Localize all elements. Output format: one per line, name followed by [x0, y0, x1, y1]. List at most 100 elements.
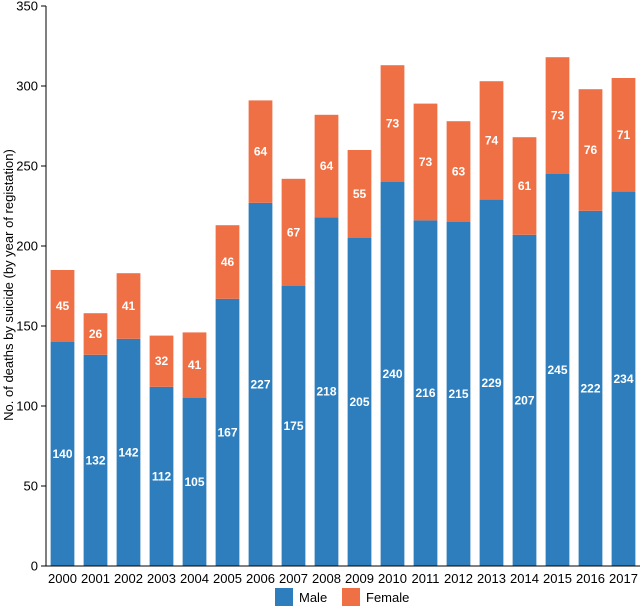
- bar-female-2003: [149, 335, 174, 387]
- bar-female-2006: [248, 100, 273, 203]
- bar-male-2008: [314, 217, 339, 566]
- bar-female-2014: [512, 137, 537, 235]
- x-tick-label: 2001: [81, 571, 110, 586]
- data-label-male-2004: 105: [184, 475, 204, 489]
- data-label-female-2005: 46: [221, 255, 235, 269]
- data-label-female-2012: 63: [452, 165, 466, 179]
- x-tick-label: 2012: [444, 571, 473, 586]
- bar-male-2012: [446, 222, 471, 566]
- data-label-female-2014: 61: [518, 179, 532, 193]
- bar-male-2017: [611, 191, 636, 566]
- bar-male-2001: [83, 354, 108, 566]
- bar-male-2009: [347, 238, 372, 566]
- y-tick-label: 0: [31, 559, 38, 574]
- y-tick-label: 200: [16, 239, 38, 254]
- data-label-male-2000: 140: [52, 447, 72, 461]
- x-tick-label: 2005: [213, 571, 242, 586]
- bar-male-2014: [512, 234, 537, 567]
- bar-male-2010: [380, 182, 405, 566]
- x-tick-label: 2000: [48, 571, 77, 586]
- legend: Male Female: [275, 588, 409, 606]
- x-tick-label: 2002: [114, 571, 143, 586]
- bar-male-2015: [545, 174, 570, 566]
- data-label-male-2017: 234: [613, 372, 633, 386]
- data-label-female-2013: 74: [485, 133, 499, 147]
- y-tick-label: 250: [16, 159, 38, 174]
- x-tick-label: 2013: [477, 571, 506, 586]
- data-label-female-2017: 71: [617, 128, 631, 142]
- x-tick-label: 2008: [312, 571, 341, 586]
- bar-female-2000: [50, 270, 75, 342]
- bar-male-2016: [578, 210, 603, 567]
- x-tick-label: 2015: [543, 571, 572, 586]
- y-tick-label: 150: [16, 319, 38, 334]
- data-label-female-2001: 26: [89, 327, 103, 341]
- data-label-female-2006: 64: [254, 145, 268, 159]
- legend-swatch-female: [342, 588, 360, 606]
- data-label-female-2008: 64: [320, 159, 334, 173]
- data-label-male-2007: 175: [283, 419, 303, 433]
- data-label-female-2016: 76: [584, 143, 598, 157]
- x-tick-label: 2014: [510, 571, 539, 586]
- bar-male-2003: [149, 386, 174, 566]
- y-tick-label: 350: [16, 0, 38, 14]
- bar-female-2015: [545, 57, 570, 175]
- data-label-male-2005: 167: [217, 425, 237, 439]
- x-tick-label: 2017: [609, 571, 638, 586]
- bar-male-2002: [116, 338, 141, 566]
- data-label-male-2012: 215: [448, 387, 468, 401]
- bar-female-2001: [83, 313, 108, 355]
- bar-female-2016: [578, 89, 603, 211]
- data-label-male-2014: 207: [514, 393, 534, 407]
- bar-female-2004: [182, 332, 207, 398]
- data-label-female-2011: 73: [419, 155, 433, 169]
- bar-female-2017: [611, 78, 636, 192]
- data-label-female-2010: 73: [386, 117, 400, 131]
- bar-male-2005: [215, 298, 240, 566]
- data-label-male-2016: 222: [580, 381, 600, 395]
- legend-label-male: Male: [299, 590, 327, 605]
- bar-female-2005: [215, 225, 240, 299]
- x-tick-label: 2003: [147, 571, 176, 586]
- x-tick-label: 2016: [576, 571, 605, 586]
- bar-female-2009: [347, 150, 372, 238]
- bar-female-2008: [314, 114, 339, 218]
- bar-female-2010: [380, 65, 405, 182]
- y-tick-label: 300: [16, 79, 38, 94]
- data-label-male-2008: 218: [316, 385, 336, 399]
- data-label-male-2015: 245: [547, 363, 567, 377]
- x-axis: 2000 2001 2002 2003 2004 2005 2006 2007 2008 2009…: [46, 565, 640, 586]
- x-tick-label: 2004: [180, 571, 209, 586]
- data-label-female-2002: 41: [122, 299, 136, 313]
- bar-female-2002: [116, 273, 141, 339]
- bar-male-2006: [248, 202, 273, 567]
- data-label-female-2009: 55: [353, 187, 367, 201]
- legend-swatch-male: [275, 588, 293, 606]
- x-tick-label: 2007: [279, 571, 308, 586]
- data-label-male-2010: 240: [382, 367, 402, 381]
- bar-male-2007: [281, 286, 306, 566]
- data-label-male-2001: 132: [85, 453, 105, 467]
- bar-male-2011: [413, 220, 438, 566]
- data-label-female-2003: 32: [155, 354, 169, 368]
- bar-female-2012: [446, 121, 471, 222]
- bar-female-2007: [281, 178, 306, 286]
- data-label-male-2011: 216: [415, 386, 435, 400]
- bars-group: 140 45 132 26 142 41 112 32 105 41 167 46 227 64 175 67…: [50, 57, 636, 567]
- data-label-male-2003: 112: [152, 469, 172, 483]
- x-tick-label: 2006: [246, 571, 275, 586]
- legend-label-female: Female: [366, 590, 409, 605]
- y-axis: 0 50 100 150 200 250 300 350: [16, 0, 47, 574]
- data-label-female-2015: 73: [551, 109, 565, 123]
- bar-male-2004: [182, 398, 207, 566]
- y-tick-label: 50: [24, 479, 38, 494]
- y-tick-label: 100: [16, 399, 38, 414]
- data-label-male-2006: 227: [250, 377, 270, 391]
- data-label-female-2000: 45: [56, 299, 70, 313]
- bar-female-2013: [479, 81, 504, 200]
- bar-female-2011: [413, 103, 438, 221]
- data-label-female-2004: 41: [188, 358, 202, 372]
- x-tick-label: 2009: [345, 571, 374, 586]
- data-label-male-2002: 142: [118, 445, 138, 459]
